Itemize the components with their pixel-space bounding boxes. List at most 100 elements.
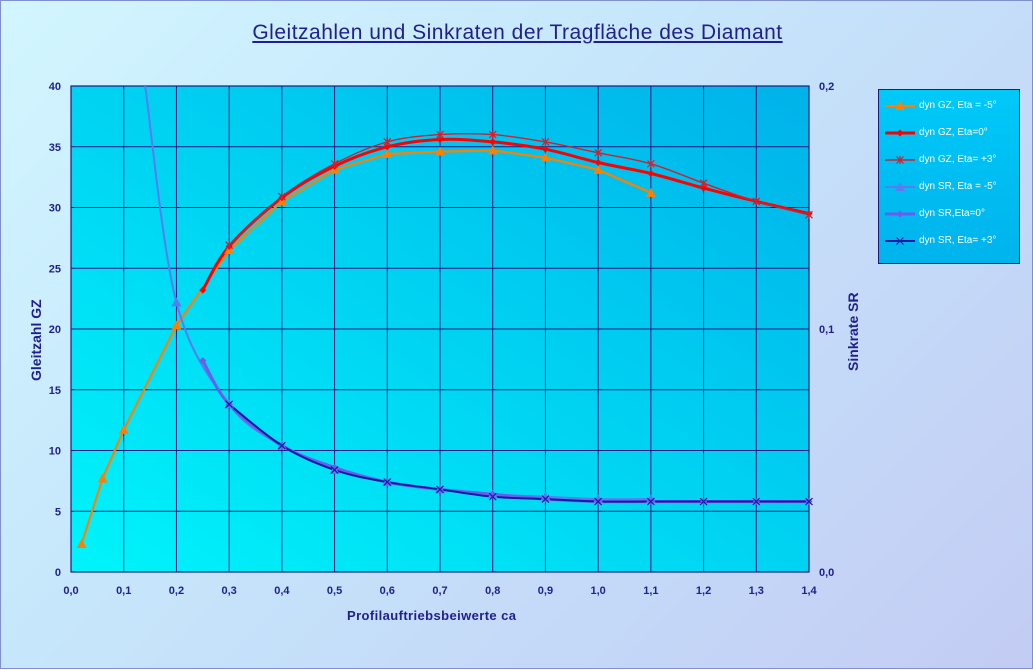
series-3-point [277, 192, 286, 201]
x-tick-label: 0,0 [63, 585, 78, 597]
legend-label: dyn GZ, Eta = -5° [919, 100, 997, 111]
series-2-point [199, 286, 207, 294]
series-1-point [435, 146, 445, 156]
series-5-point [331, 464, 339, 472]
series-5-point [489, 490, 497, 498]
y-tick-label: 35 [49, 142, 61, 154]
legend-label: dyn SR, Eta = -5° [919, 181, 997, 192]
series-4-point [171, 297, 182, 307]
series-3-point [488, 130, 497, 139]
series-6-point [277, 441, 286, 450]
series-3-point [541, 137, 550, 146]
series-1-point [118, 424, 129, 434]
legend-swatch [885, 156, 915, 164]
series-3-point [383, 137, 392, 146]
series-1-point [76, 539, 87, 549]
y-tick-label: 5 [55, 506, 61, 518]
legend-item: dyn GZ, Eta= +3° [883, 153, 1017, 167]
legend-swatch-marker [896, 237, 904, 245]
series-3-point [330, 159, 339, 168]
legend-label: dyn SR,Eta=0° [919, 208, 985, 219]
series-6-point [699, 497, 708, 506]
series-2-point [489, 138, 497, 146]
legend-label: dyn GZ, Eta=0° [919, 127, 988, 138]
series-3-point [594, 148, 603, 157]
legend-swatch-marker [896, 129, 904, 137]
series-2-point [383, 143, 391, 151]
x-tick-label: 1,4 [801, 585, 817, 597]
x-tick-label: 0,8 [485, 585, 500, 597]
legend-item: dyn GZ, Eta = -5° [883, 99, 1017, 113]
legend-swatch [885, 237, 915, 245]
y-tick-label: 10 [49, 446, 61, 458]
y-tick-label: 25 [49, 263, 61, 275]
plot-border [70, 85, 810, 573]
series-6-point [436, 485, 444, 494]
legend-label: dyn SR, Eta= +3° [919, 235, 997, 246]
legend-swatch [885, 101, 915, 110]
x-tick-label: 1,2 [696, 585, 711, 597]
series-6-point [646, 497, 655, 506]
series-2-point [647, 169, 655, 177]
y-tick-label: 20 [49, 324, 61, 336]
series-1-point [171, 320, 182, 330]
series-2-point [594, 159, 602, 167]
legend-swatch-marker [895, 101, 905, 110]
y-axis-title-left: Gleitzahl GZ [28, 299, 44, 381]
y-tick-label: 40 [49, 81, 61, 93]
x-tick-label: 0,7 [432, 585, 447, 597]
x-tick-label: 0,4 [274, 585, 290, 597]
series-2-point [541, 145, 549, 153]
x-tick-label: 0,3 [221, 585, 236, 597]
legend-swatch-marker [896, 156, 904, 164]
series-6-point [225, 400, 234, 409]
series-6-point [805, 497, 813, 506]
legend-swatch [885, 129, 915, 137]
series-6-point [383, 478, 392, 487]
series-3-point [805, 210, 813, 219]
legend-swatch-marker [896, 210, 904, 218]
x-tick-label: 1,0 [590, 585, 605, 597]
series-1-point [540, 152, 551, 162]
series-2-point [700, 184, 708, 192]
series-6-point [541, 495, 550, 504]
x-tick-label: 1,1 [643, 585, 658, 597]
legend-swatch [885, 182, 915, 191]
series-1-point [593, 164, 604, 174]
x-tick-label: 0,5 [327, 585, 342, 597]
y2-tick-label: 0,2 [819, 81, 834, 93]
series-1-point [97, 473, 108, 483]
legend-label: dyn GZ, Eta= +3° [919, 154, 997, 165]
x-tick-label: 1,3 [749, 585, 764, 597]
y-axis-title-right: Sinkrate SR [845, 292, 861, 371]
series-6-point [752, 497, 761, 506]
series-3-point [752, 197, 761, 206]
series-6-point [594, 497, 603, 506]
legend-swatch-marker [895, 182, 905, 191]
legend-item: dyn SR,Eta=0° [883, 207, 1017, 221]
x-tick-label: 0,2 [169, 585, 184, 597]
x-tick-label: 0,6 [380, 585, 395, 597]
legend-item: dyn GZ, Eta=0° [883, 126, 1017, 140]
y-tick-label: 30 [49, 203, 61, 215]
y2-tick-label: 0,1 [819, 324, 834, 336]
series-1-point [382, 149, 393, 159]
series-3-point [699, 179, 708, 188]
legend-swatch [885, 210, 915, 218]
y2-tick-label: 0,0 [819, 567, 834, 579]
x-axis-title: Profilauftriebsbeiwerte ca [347, 608, 517, 623]
x-tick-label: 0,9 [538, 585, 553, 597]
legend: dyn GZ, Eta = -5° dyn GZ, Eta=0° dyn GZ, E… [878, 89, 1020, 264]
series-6-point [488, 492, 497, 501]
y-tick-label: 15 [49, 385, 61, 397]
legend-item: dyn SR, Eta= +3° [883, 234, 1017, 248]
chart-title: Gleitzahlen und Sinkraten der Tragfläche… [252, 21, 783, 44]
series-1-point [487, 145, 498, 155]
series-line-3 [228, 133, 810, 246]
series-6-point [330, 466, 339, 474]
series-5-point [199, 357, 207, 365]
legend-item: dyn SR, Eta = -5° [883, 180, 1017, 194]
series-2-point [436, 135, 444, 143]
